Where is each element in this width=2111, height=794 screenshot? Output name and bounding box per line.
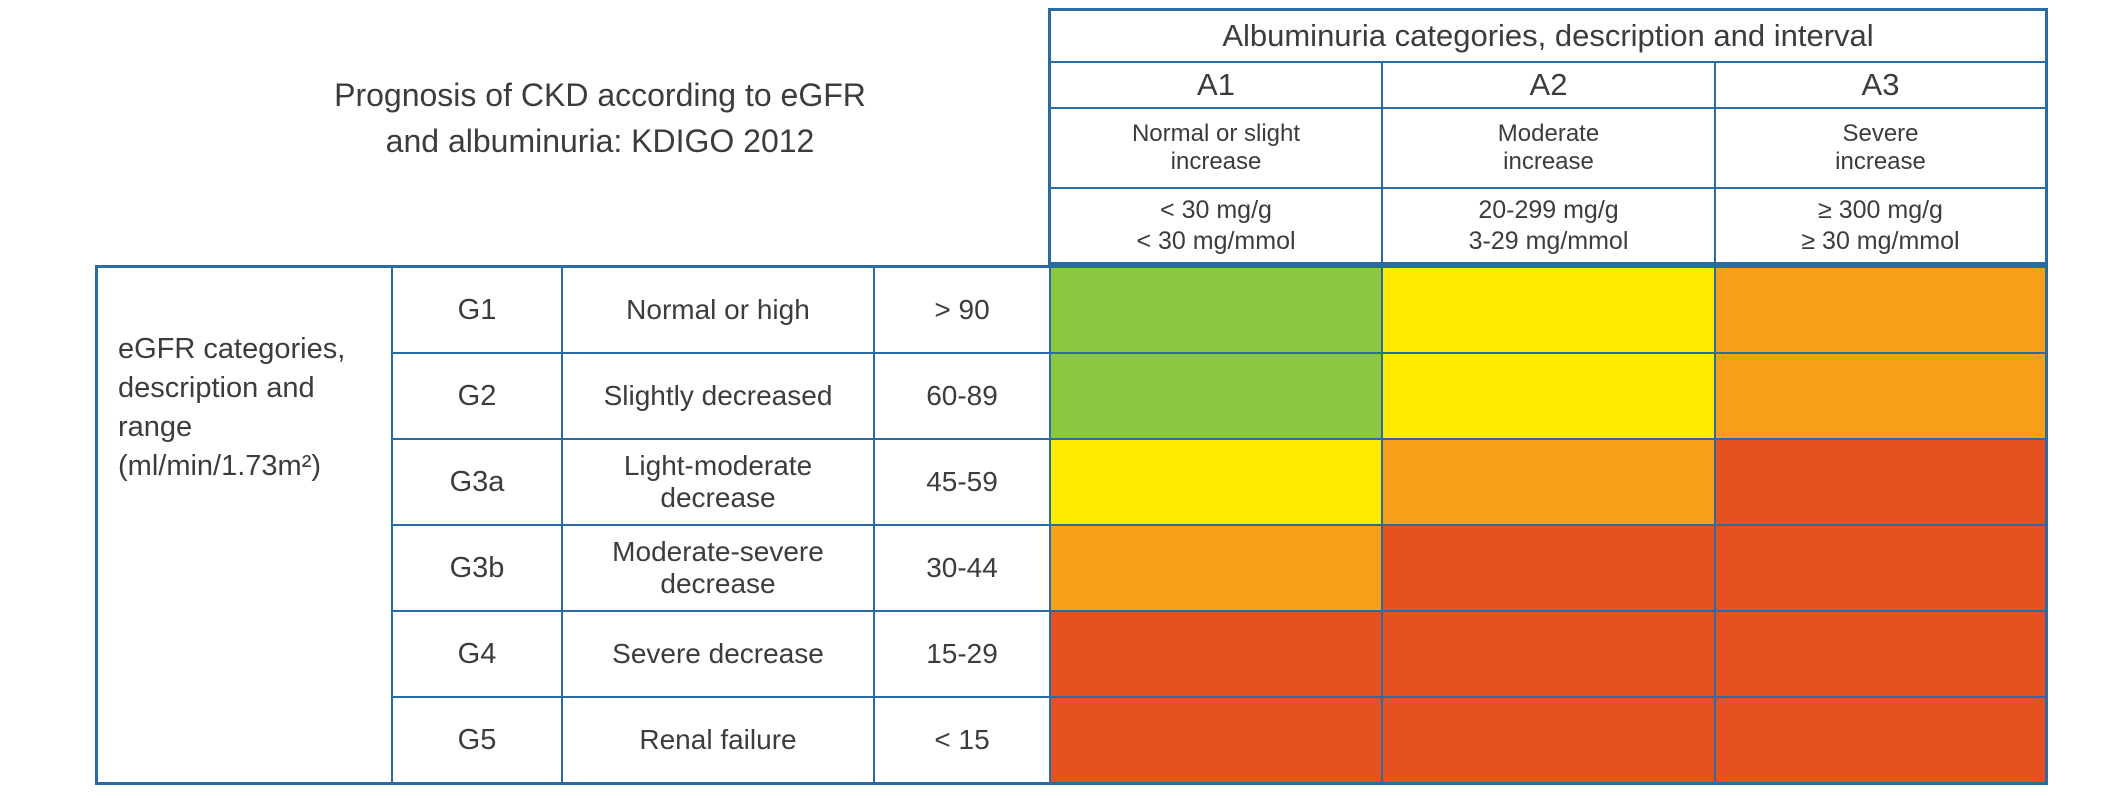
- egfr-row-g3b-range: 30-44: [874, 525, 1050, 611]
- albuminuria-col-a3-interval-line2: ≥ 30 mg/mmol: [1801, 226, 1960, 255]
- albuminuria-col-a3-description-line2: increase: [1835, 148, 1926, 175]
- albuminuria-col-a2-code: A2: [1382, 62, 1715, 108]
- albuminuria-col-a1-description-line1: Normal or slight: [1131, 119, 1301, 147]
- egfr-row-g5-range: < 15: [874, 697, 1050, 783]
- albuminuria-col-a3-description-line1: Severe: [1842, 119, 1919, 147]
- albuminuria-col-a2-description: Moderate increase: [1382, 108, 1715, 188]
- albuminuria-col-a1-interval: < 30 mg/g < 30 mg/mmol: [1050, 188, 1382, 263]
- albuminuria-col-a1-description: Normal or slight increase: [1050, 108, 1382, 188]
- egfr-row-g1-range: > 90: [874, 267, 1050, 353]
- risk-cell-g1-a3: [1715, 267, 2046, 353]
- egfr-risk-table: eGFR categories, description and range (…: [95, 265, 2048, 785]
- albuminuria-col-a1-code: A1: [1050, 62, 1382, 108]
- egfr-axis-label: eGFR categories, description and range (…: [97, 267, 392, 783]
- egfr-row-g3b-code: G3b: [392, 525, 562, 611]
- risk-cell-g4-a3: [1715, 611, 2046, 697]
- egfr-row-g2-code: G2: [392, 353, 562, 439]
- egfr-row-g2-range: 60-89: [874, 353, 1050, 439]
- risk-cell-g5-a1: [1050, 697, 1382, 783]
- egfr-row-g3a-description: Light-moderate decrease: [562, 439, 874, 525]
- albuminuria-col-a3-code: A3: [1715, 62, 2046, 108]
- albuminuria-col-a1-interval-line2: < 30 mg/mmol: [1136, 226, 1296, 255]
- figure-title-line2: and albuminuria: KDIGO 2012: [385, 123, 815, 160]
- egfr-row-g3a-code: G3a: [392, 439, 562, 525]
- risk-cell-g3a-a3: [1715, 439, 2046, 525]
- albuminuria-col-a3-interval: ≥ 300 mg/g ≥ 30 mg/mmol: [1715, 188, 2046, 263]
- risk-cell-g5-a2: [1382, 697, 1715, 783]
- albuminuria-col-a1-description-line2: increase: [1170, 148, 1262, 175]
- egfr-row-g5-code: G5: [392, 697, 562, 783]
- risk-cell-g3a-a2: [1382, 439, 1715, 525]
- egfr-row-g4-code: G4: [392, 611, 562, 697]
- risk-cell-g4-a1: [1050, 611, 1382, 697]
- albuminuria-col-a2-interval-line2: 3-29 mg/mmol: [1468, 226, 1629, 255]
- albuminuria-col-a2-interval-line1: 20-299 mg/g: [1478, 196, 1619, 224]
- egfr-row-g4-range: 15-29: [874, 611, 1050, 697]
- albuminuria-col-a3-interval-line1: ≥ 300 mg/g: [1818, 196, 1943, 224]
- risk-cell-g1-a1: [1050, 267, 1382, 353]
- egfr-row-g3a-range: 45-59: [874, 439, 1050, 525]
- figure-title-line1: Prognosis of CKD according to eGFR: [334, 77, 866, 113]
- egfr-row-g4-description: Severe decrease: [562, 611, 874, 697]
- risk-cell-g1-a2: [1382, 267, 1715, 353]
- risk-cell-g2-a1: [1050, 353, 1382, 439]
- figure-title: Prognosis of CKD according to eGFR and a…: [200, 72, 1000, 165]
- egfr-row-g1-description: Normal or high: [562, 267, 874, 353]
- risk-cell-g4-a2: [1382, 611, 1715, 697]
- egfr-row-g3b-description: Moderate-severe decrease: [562, 525, 874, 611]
- risk-cell-g3b-a3: [1715, 525, 2046, 611]
- albuminuria-col-a2-interval: 20-299 mg/g 3-29 mg/mmol: [1382, 188, 1715, 263]
- risk-cell-g5-a3: [1715, 697, 2046, 783]
- albuminuria-header: Albuminuria categories, description and …: [1050, 10, 2046, 62]
- albuminuria-col-a1-interval-line1: < 30 mg/g: [1160, 196, 1272, 224]
- albuminuria-header-table: Albuminuria categories, description and …: [1048, 8, 2048, 265]
- risk-cell-g3a-a1: [1050, 439, 1382, 525]
- egfr-row-g2-description: Slightly decreased: [562, 353, 874, 439]
- albuminuria-col-a3-description: Severe increase: [1715, 108, 2046, 188]
- risk-cell-g3b-a1: [1050, 525, 1382, 611]
- egfr-row-g5-description: Renal failure: [562, 697, 874, 783]
- risk-cell-g2-a2: [1382, 353, 1715, 439]
- risk-cell-g2-a3: [1715, 353, 2046, 439]
- egfr-row-g1-code: G1: [392, 267, 562, 353]
- albuminuria-col-a2-description-line2: increase: [1503, 148, 1594, 175]
- risk-cell-g3b-a2: [1382, 525, 1715, 611]
- albuminuria-col-a2-description-line1: Moderate: [1497, 119, 1600, 147]
